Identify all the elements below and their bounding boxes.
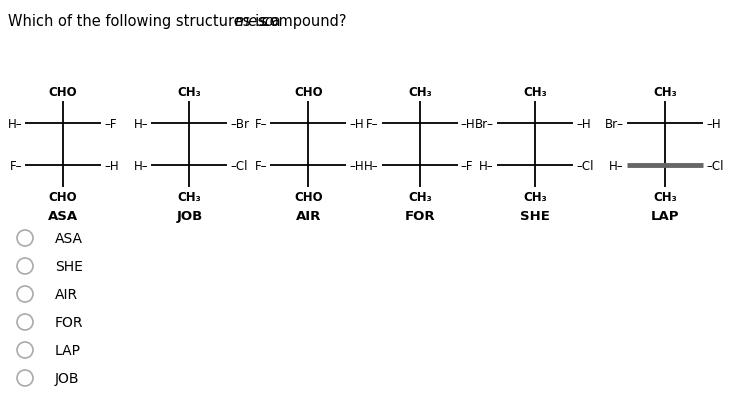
Text: –F: –F [461, 159, 473, 172]
Text: CH₃: CH₃ [523, 86, 547, 99]
Text: CHO: CHO [294, 190, 322, 204]
Text: H–: H– [134, 159, 149, 172]
Text: CH₃: CH₃ [178, 190, 201, 204]
Text: F–: F– [366, 117, 379, 130]
Text: meso: meso [234, 14, 274, 29]
Text: H–: H– [7, 117, 22, 130]
Text: JOB: JOB [55, 371, 80, 385]
Text: F–: F– [10, 159, 22, 172]
Text: –Cl: –Cl [576, 159, 594, 172]
Text: CH₃: CH₃ [178, 86, 201, 99]
Text: CH₃: CH₃ [523, 190, 547, 204]
Text: SHE: SHE [55, 259, 83, 273]
Text: –H: –H [104, 159, 119, 172]
Text: Br–: Br– [605, 117, 624, 130]
Text: Which of the following structures is a: Which of the following structures is a [8, 14, 285, 29]
Text: CH₃: CH₃ [653, 86, 677, 99]
Text: JOB: JOB [176, 209, 203, 223]
Text: ASA: ASA [55, 231, 83, 245]
Text: AIR: AIR [55, 287, 78, 301]
Text: Br–: Br– [475, 117, 494, 130]
Text: H–: H– [479, 159, 494, 172]
Text: FOR: FOR [55, 315, 83, 329]
Text: FOR: FOR [404, 209, 435, 223]
Text: –Br: –Br [230, 117, 250, 130]
Text: –F: –F [104, 117, 117, 130]
Text: F–: F– [255, 117, 267, 130]
Text: CHO: CHO [49, 190, 77, 204]
Text: AIR: AIR [296, 209, 321, 223]
Text: –H: –H [349, 117, 364, 130]
Text: –Cl: –Cl [706, 159, 724, 172]
Text: CH₃: CH₃ [653, 190, 677, 204]
Text: –H: –H [349, 159, 364, 172]
Text: SHE: SHE [520, 209, 550, 223]
Text: –H: –H [461, 117, 476, 130]
Text: LAP: LAP [55, 343, 81, 357]
Text: CH₃: CH₃ [408, 86, 432, 99]
Text: –H: –H [706, 117, 721, 130]
Text: H–: H– [364, 159, 379, 172]
Text: compound?: compound? [257, 14, 347, 29]
Text: F–: F– [255, 159, 267, 172]
Text: H–: H– [134, 117, 149, 130]
Text: H–: H– [609, 159, 624, 172]
Text: CH₃: CH₃ [408, 190, 432, 204]
Text: CHO: CHO [49, 86, 77, 99]
Text: –Cl: –Cl [230, 159, 248, 172]
Text: CHO: CHO [294, 86, 322, 99]
Text: LAP: LAP [651, 209, 679, 223]
Text: –H: –H [576, 117, 591, 130]
Text: ASA: ASA [48, 209, 78, 223]
